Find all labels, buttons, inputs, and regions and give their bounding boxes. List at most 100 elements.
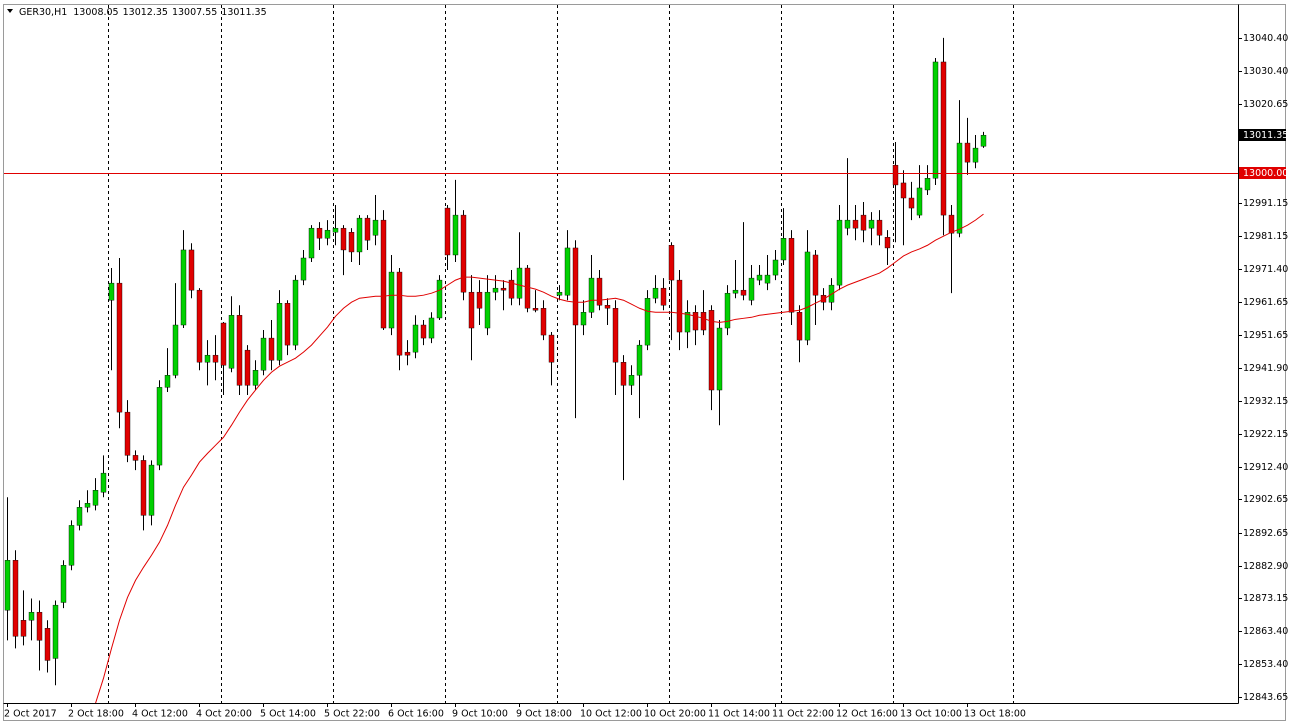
candle-body (460, 214, 467, 293)
candle-body (980, 134, 987, 147)
candle-body (572, 247, 579, 326)
candle-body (636, 344, 643, 376)
y-tick-label: 12941.90 (1243, 363, 1288, 374)
candle-body (444, 207, 451, 256)
candle-body (956, 142, 963, 234)
candle-body (396, 271, 403, 356)
y-tick-label: 12951.65 (1243, 330, 1288, 341)
candle-body (476, 291, 483, 309)
candle-body (468, 291, 475, 329)
candle-body (916, 187, 923, 216)
symbol-menu-icon[interactable] (7, 9, 13, 13)
y-tick-label: 12843.65 (1243, 692, 1288, 703)
candle-body (324, 229, 331, 239)
candle-body (884, 237, 891, 249)
moving-average-line (95, 213, 984, 703)
candle-body (316, 227, 323, 239)
x-tick-label: 9 Oct 10:00 (452, 709, 508, 720)
candle-body (876, 219, 883, 236)
x-tick-label: 6 Oct 16:00 (388, 709, 444, 720)
candle-body (508, 279, 515, 299)
candle-body (196, 289, 203, 363)
y-tick-label: 12932.15 (1243, 396, 1288, 407)
candle-body (604, 305, 611, 309)
candle-body (924, 178, 931, 191)
x-tick-label: 11 Oct 22:00 (772, 709, 834, 720)
candle-body (284, 303, 291, 346)
candle-body (724, 292, 731, 329)
candle-body (484, 291, 491, 329)
candle-body (764, 274, 771, 284)
current-price-label: 13011.35 (1243, 130, 1288, 141)
x-tick-label: 12 Oct 16:00 (836, 709, 898, 720)
y-tick-label: 12981.15 (1243, 231, 1288, 242)
candle-body (548, 334, 555, 363)
y-tick-label: 13020.65 (1243, 99, 1288, 110)
y-tick-label: 12892.65 (1243, 528, 1288, 539)
candle-body (44, 628, 51, 661)
candle-body (740, 289, 747, 296)
current-price-box (1239, 129, 1286, 141)
candle-body (260, 337, 267, 371)
y-tick-label: 12912.40 (1243, 462, 1288, 473)
candle-body (516, 267, 523, 299)
candle-body (900, 182, 907, 199)
y-tick-label: 12902.65 (1243, 494, 1288, 505)
candle-body (244, 349, 251, 386)
candle-body (28, 611, 35, 621)
candle-body (852, 219, 859, 229)
y-tick-label: 12882.90 (1243, 561, 1288, 572)
candle-body (52, 604, 59, 659)
candle-body (340, 227, 347, 251)
candle-body (116, 282, 123, 413)
x-tick-label: 10 Oct 12:00 (580, 709, 642, 720)
x-tick-label: 2 Oct 2017 (4, 709, 57, 720)
candle-body (332, 227, 339, 233)
candle-body (364, 217, 371, 241)
candle-body (628, 375, 635, 386)
candle-body (292, 279, 299, 346)
y-tick-label: 13030.40 (1243, 66, 1288, 77)
candle-body (780, 238, 787, 261)
candle-body (228, 315, 235, 369)
candle-body (380, 219, 387, 329)
header-low: 13007.55 (172, 7, 217, 18)
candle-body (4, 560, 11, 611)
candle-body (932, 61, 939, 179)
candle-body (540, 308, 547, 336)
candle-body (204, 354, 211, 363)
x-tick-label: 4 Oct 12:00 (132, 709, 188, 720)
candle-body (348, 231, 355, 253)
candle-body (428, 317, 435, 339)
candle-body (276, 303, 283, 361)
price-level-label: 13000.00 (1243, 168, 1288, 179)
header-high: 13012.35 (123, 7, 168, 18)
candle-body (92, 490, 99, 506)
candle-body (524, 267, 531, 309)
x-tick-label: 5 Oct 22:00 (324, 709, 380, 720)
candle-body (868, 219, 875, 229)
candle-body (668, 245, 675, 281)
candle-body (212, 354, 219, 363)
x-tick-label: 2 Oct 18:00 (68, 709, 124, 720)
candle-body (716, 327, 723, 391)
x-tick-label: 9 Oct 18:00 (516, 709, 572, 720)
header-close: 13011.35 (221, 7, 266, 18)
candle-body (772, 259, 779, 276)
y-tick-label: 12873.15 (1243, 593, 1288, 604)
candle-body (788, 238, 795, 313)
chart-title: GER30,H1 (19, 7, 67, 18)
candle-body (964, 142, 971, 163)
candle-body (68, 525, 75, 566)
candle-body (300, 257, 307, 281)
candle-body (588, 277, 595, 313)
candle-body (708, 310, 715, 391)
candle-body (172, 324, 179, 376)
candle-body (700, 312, 707, 331)
candle-body (556, 291, 563, 296)
candle-body (612, 308, 619, 363)
x-tick-label: 11 Oct 14:00 (708, 709, 770, 720)
candle-body (972, 147, 979, 163)
candle-body (388, 271, 395, 329)
